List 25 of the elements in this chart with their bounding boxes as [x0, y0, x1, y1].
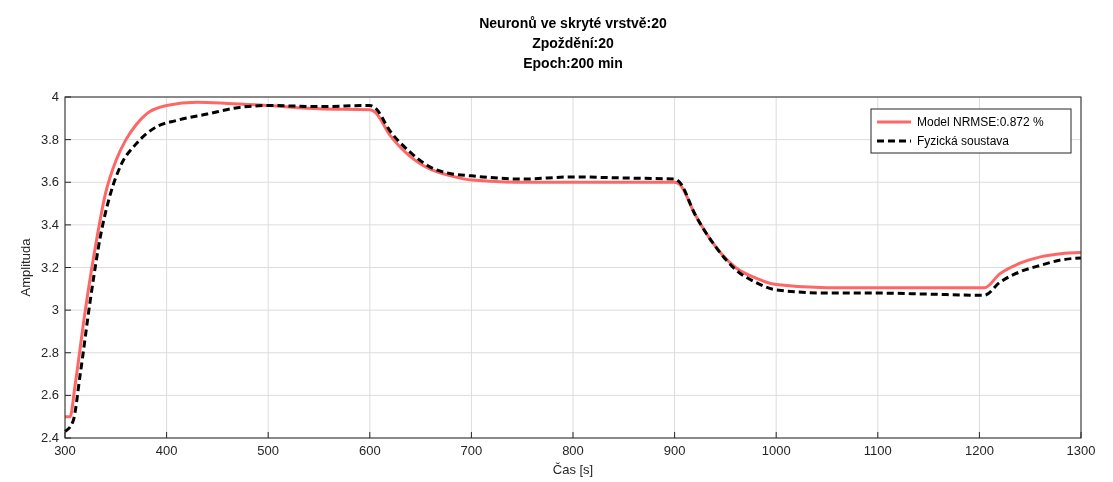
x-tick-label: 600 — [358, 443, 381, 458]
x-tick-label: 500 — [257, 443, 280, 458]
x-tick-label: 1000 — [761, 443, 791, 458]
x-tick-label: 1300 — [1066, 443, 1096, 458]
y-tick-label: 3.2 — [40, 259, 59, 275]
x-tick-label: 1200 — [964, 443, 994, 458]
y-axis-title: Amplituda — [18, 237, 33, 297]
y-tick-label: 2.8 — [40, 344, 59, 360]
y-tick-label: 2.4 — [40, 430, 59, 445]
y-tick-label: 2.6 — [40, 387, 59, 403]
y-tick-label: 3.6 — [40, 174, 59, 190]
y-tick-label: 4 — [51, 89, 59, 104]
legend-label: Model NRMSE:0.872 % — [917, 115, 1045, 129]
x-tick-label: 800 — [562, 443, 584, 458]
x-tick-label: 400 — [155, 443, 178, 458]
y-tick-label: 3.8 — [40, 131, 59, 147]
x-axis-title: Čas [s] — [552, 462, 594, 477]
chart-title: Neuronů ve skryté vrstvě:20 Zpoždění:20 Epoch:200 min — [479, 15, 667, 71]
legend-label: Fyzická soustava — [917, 134, 1010, 148]
y-tick-label: 3.4 — [40, 216, 59, 232]
x-tick-label: 700 — [460, 443, 483, 458]
x-tick-label: 300 — [54, 443, 76, 458]
y-tick-label: 3 — [51, 302, 59, 318]
x-tick-label: 900 — [663, 443, 686, 458]
x-tick-label: 1100 — [863, 443, 892, 458]
